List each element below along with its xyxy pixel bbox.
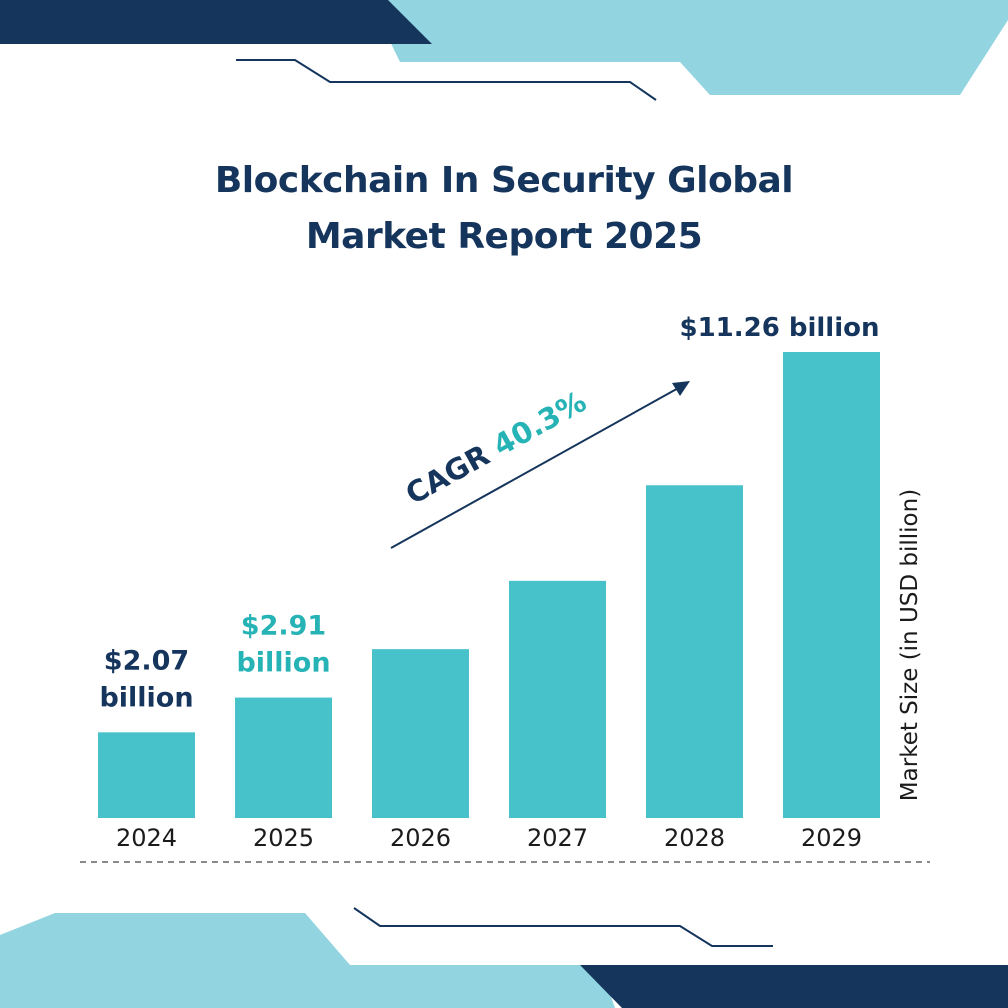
page-title-line2: Market Report 2025 [305,216,703,257]
bar-2028 [646,485,743,818]
x-tick-label-2028: 2028 [664,824,725,852]
x-tick-label-2025: 2025 [253,824,314,852]
y-axis-label: Market Size (in USD billion) [897,488,923,802]
data-label-unit-2024: billion [99,682,193,713]
x-tick-label-2024: 2024 [116,824,177,852]
bar-2024 [98,732,195,818]
bar-2026 [372,649,469,818]
bottom-circuit-line [353,907,773,947]
top-light-band [370,0,1008,95]
cagr-arrow-head [672,381,690,396]
bottom-dark-band [580,965,1008,1008]
data-label-value-2029: $11.26 billion [679,313,879,343]
x-tick-label-2027: 2027 [527,824,588,852]
cagr-arrow-line [390,385,683,549]
data-label-unit-2025: billion [236,648,330,679]
bar-2029 [783,352,880,818]
data-label-value-2025: $2.91 [241,611,326,642]
cagr-value: 40.3% [487,384,591,463]
bottom-light-band [0,913,615,1008]
data-label-value-2024: $2.07 [104,645,189,676]
bar-2027 [509,580,606,818]
x-tick-label-2029: 2029 [801,824,862,852]
top-circuit-line [236,59,657,101]
cagr-label: CAGR [400,433,504,511]
bar-2025 [235,697,332,818]
page-title-line1: Blockchain In Security Global [214,160,794,201]
x-tick-label-2026: 2026 [390,824,451,852]
cagr-annotation: CAGR 40.3% [400,384,592,511]
top-dark-band [0,0,432,44]
